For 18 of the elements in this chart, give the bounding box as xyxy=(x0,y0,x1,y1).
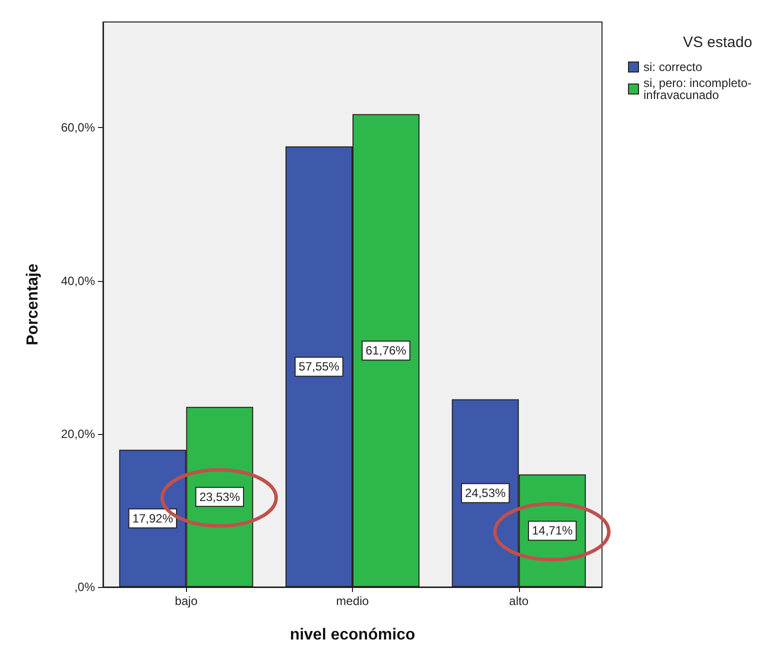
y-tick-label: 40,0% xyxy=(60,274,96,288)
y-tick-label: 20,0% xyxy=(60,426,96,441)
y-tick-label: 60,0% xyxy=(60,120,96,135)
x-tick-label: medio xyxy=(336,594,370,608)
x-tick-label: bajo xyxy=(174,594,198,608)
legend-title: VS estado xyxy=(683,34,752,51)
data-label: 23,53% xyxy=(199,490,240,504)
data-label: 17,92% xyxy=(132,511,174,526)
y-axis-title: Porcentaje xyxy=(24,263,42,346)
data-label: 57,55% xyxy=(298,360,340,374)
data-label: 14,71% xyxy=(532,524,574,538)
data-label: 61,76% xyxy=(366,344,407,358)
y-tick-label: ,0% xyxy=(74,580,96,594)
legend-label: si, pero: incompleto-infravacunado xyxy=(644,76,752,102)
x-tick-label: alto xyxy=(509,594,529,608)
data-label: 24,53% xyxy=(464,486,506,500)
legend-label: si: correcto xyxy=(644,60,703,74)
x-axis-title: nivel económico xyxy=(290,626,416,644)
